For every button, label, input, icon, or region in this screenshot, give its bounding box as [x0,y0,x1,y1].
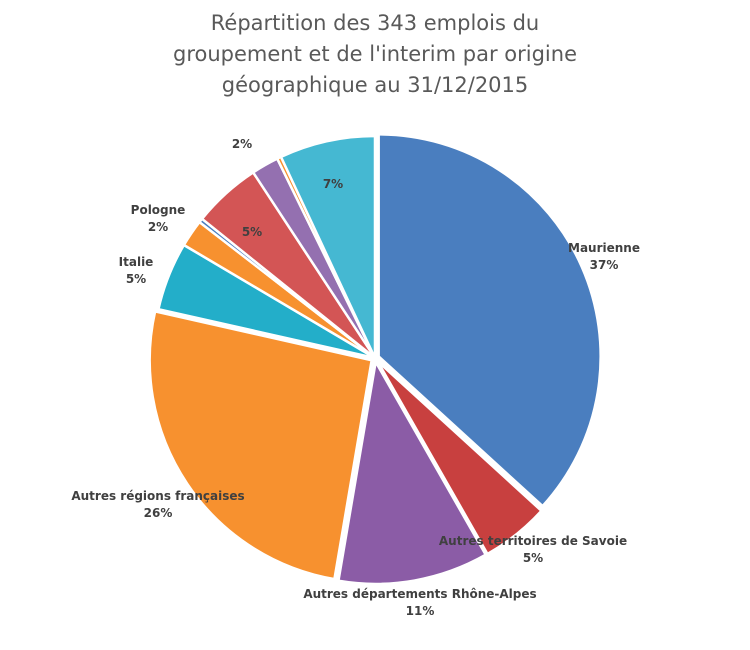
pie-slice-autres-régions-françaises [148,309,374,581]
data-label: Italie 5% [119,255,154,286]
title-line-2: groupement et de l'interim par origine [173,42,577,66]
slice-label: Autres régions françaises [71,489,244,503]
slice-percent: 7% [323,177,343,191]
data-label: Autres régions françaises 26% [71,489,244,520]
data-label: Maurienne 37% [568,241,640,272]
pie-slice-autres-territoires-de-savoie [376,360,544,556]
title-line-1: Répartition des 343 emplois du [210,11,540,35]
slice-percent: 37% [590,258,619,272]
pie-slice-autres-départements-rhône-alpes [336,358,488,586]
data-label: Autres départements Rhône-Alpes 11% [303,587,536,618]
pie-slice-10 [279,134,377,359]
slice-percent: 26% [144,506,173,520]
data-label: 7% [323,177,343,191]
title-line-3: géographique au 31/12/2015 [221,73,529,97]
slice-label: Autres territoires de Savoie [439,534,627,548]
slice-label: Pologne [131,203,186,217]
slice-percent: 2% [148,220,168,234]
data-label: 2% [232,137,252,151]
slice-percent: 5% [242,225,262,239]
data-label: 5% [242,225,262,239]
slice-percent: 11% [406,604,435,618]
slice-label: Autres départements Rhône-Alpes [303,587,536,601]
slice-percent: 5% [126,272,146,286]
data-label: Autres territoires de Savoie 5% [439,534,627,565]
slice-percent: 2% [232,137,252,151]
data-label: Pologne 2% [131,203,186,234]
chart-title: Répartition des 343 emplois du groupemen… [0,8,750,101]
slice-label: Italie [119,255,154,269]
slice-label: Maurienne [568,241,640,255]
slice-percent: 5% [523,551,543,565]
pie-slice-maurienne [377,133,602,508]
